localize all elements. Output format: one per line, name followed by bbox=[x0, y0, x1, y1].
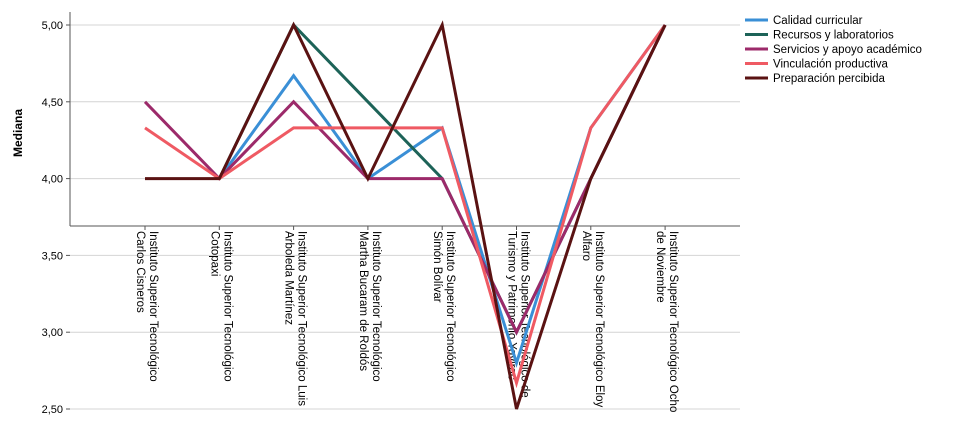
axes bbox=[69, 12, 740, 227]
x-category-label-line: Arboleda Martínez bbox=[283, 231, 295, 325]
x-category-label: Instituto Superior TecnológicoMartha Buc… bbox=[357, 231, 382, 382]
x-category-label-line: Instituto Superior Tecnológico bbox=[370, 231, 382, 382]
legend-label: Calidad curricular bbox=[773, 15, 863, 27]
legend: Calidad curricular Recursos y laboratorio… bbox=[745, 15, 922, 85]
y-tick-label: 3,50 bbox=[42, 250, 63, 262]
legend-label: Preparación percibida bbox=[773, 73, 885, 85]
x-category-label: Instituto Superior TecnológicoCotopaxi bbox=[208, 231, 233, 382]
y-axis-ticks: 5,00 4,50 4,00 3,50 3,00 2,50 bbox=[42, 20, 70, 416]
x-category-label-line: de Noviembre bbox=[654, 231, 666, 303]
series-lines bbox=[143, 20, 667, 410]
x-category-label: Instituto Superior Tecnológico LuisArbol… bbox=[283, 231, 308, 406]
x-category-label-line: Instituto Superior Tecnológico bbox=[444, 231, 456, 382]
y-tick-label: 3,00 bbox=[42, 327, 63, 339]
x-category-label: Instituto Superior Tecnológico Ochode No… bbox=[654, 231, 679, 412]
legend-label: Servicios y apoyo académico bbox=[773, 44, 922, 56]
series-line bbox=[143, 24, 667, 336]
x-category-label: Instituto Superior TecnológicoCarlos Cis… bbox=[134, 231, 159, 382]
legend-label: Recursos y laboratorios bbox=[773, 30, 894, 42]
series-line bbox=[145, 20, 667, 410]
x-category-label-line: Carlos Cisneros bbox=[134, 231, 146, 313]
gridlines bbox=[70, 24, 740, 410]
y-tick-label: 5,00 bbox=[42, 20, 63, 32]
x-category-label-line: Cotopaxi bbox=[208, 231, 220, 276]
x-category-label-line: Simón Bolívar bbox=[431, 231, 443, 303]
x-axis-categories: Instituto Superior TecnológicoCarlos Cis… bbox=[134, 226, 679, 412]
series-line bbox=[144, 24, 667, 389]
x-category-label-line: Turismo y Patrimonio Yavirac bbox=[506, 231, 518, 380]
x-category-label-line: Instituto Superior Tecnológico bbox=[221, 231, 233, 382]
x-category-label-line: Instituto Superior Tecnológico bbox=[147, 231, 159, 382]
x-category-label-line: Instituto Superior Tecnológico Luis bbox=[296, 231, 308, 406]
y-tick-label: 2,50 bbox=[42, 404, 63, 416]
x-category-label: Instituto Superior Tecnológico EloyAlfar… bbox=[580, 231, 605, 407]
y-tick-label: 4,50 bbox=[42, 97, 63, 109]
y-axis-label: Mediana bbox=[11, 109, 25, 157]
x-category-label: Instituto Superior TecnológicoSimón Bolí… bbox=[431, 231, 456, 382]
x-category-label-line: Alfaro bbox=[580, 231, 592, 261]
x-category-label-line: Instituto Superior Tecnológico Ocho bbox=[667, 231, 679, 412]
y-tick-label: 4,00 bbox=[42, 174, 63, 186]
legend-label: Vinculación productiva bbox=[773, 59, 888, 71]
x-category-label-line: Martha Bucaram de Roldós bbox=[357, 231, 369, 371]
x-category-label-line: Instituto Superior Tecnológico Eloy bbox=[593, 231, 605, 407]
